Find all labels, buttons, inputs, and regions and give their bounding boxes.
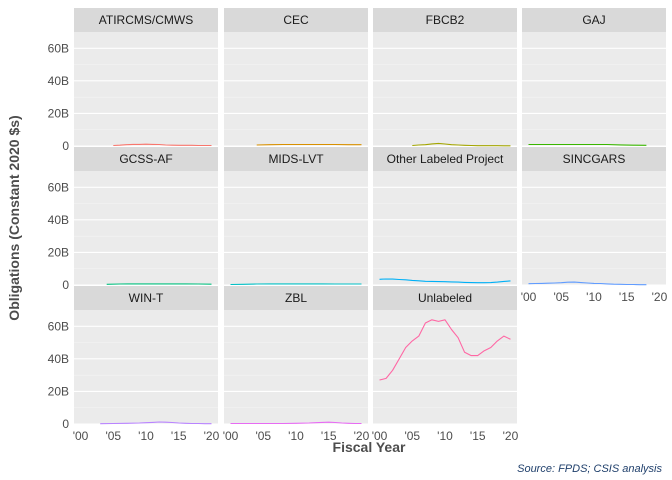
facet-panel: ZBL '00 '05 '10 '15 '20 [223,286,370,443]
series-line [230,283,362,286]
x-tick-label: '20 [354,429,370,443]
y-tick-label: 0 [62,278,69,292]
x-tick-label: '10 [437,429,453,443]
y-tick-label: 40B [48,74,69,88]
plot-panel-background [224,171,368,285]
facet-panel: GAJ [522,8,666,147]
facet-panel: CEC [224,8,368,147]
x-tick-label: '15 [171,429,187,443]
facet-panel: FBCB2 [373,8,517,147]
facet-strip [224,8,368,32]
series-line [256,143,362,146]
x-tick-label: '20 [652,290,668,304]
series-line [379,319,511,381]
y-tick-label: 0 [62,139,69,153]
plot-panel-background [224,32,368,146]
facet-strip-label: Unlabeled [418,291,472,305]
facet-panel: ATIRCMS/CMWS 0 20B 40B 60B [48,8,218,153]
facet-strip [373,286,517,310]
x-tick-label: '05 [255,429,271,443]
x-tick-label: '05 [553,290,569,304]
facet-strip [74,286,218,310]
x-tick-label: '20 [204,429,220,443]
y-tick-label: 60B [48,319,69,333]
series-line [100,421,212,425]
plot-panel-background [373,171,517,285]
x-tick-label: '00 [521,290,537,304]
facet-strip-label: GCSS-AF [119,152,172,166]
source-caption: Source: FPDS; CSIS analysis [517,463,662,475]
facet-panel: GCSS-AF 0 20B 40B 60B [48,147,218,292]
facet-strip [522,8,666,32]
x-tick-label: '05 [105,429,121,443]
plot-panel-background [522,32,666,146]
y-tick-label: 40B [48,213,69,227]
series-line [528,281,647,286]
facet-strip [74,8,218,32]
y-tick-label: 60B [48,180,69,194]
facet-strip-label: ATIRCMS/CMWS [99,13,193,27]
y-tick-label: 20B [48,106,69,120]
facet-strip-label: WIN-T [129,291,164,305]
y-tick-label: 20B [48,384,69,398]
facet-strip [373,8,517,32]
series-line [379,278,511,284]
facet-strip [373,147,517,171]
y-tick-label: 40B [48,352,69,366]
series-line [113,143,212,147]
plot-panel-background [373,32,517,146]
series-line [412,142,511,147]
facet-strip-label: MIDS-LVT [268,152,324,166]
x-tick-label: '00 [372,429,388,443]
y-tick-label: 0 [62,417,69,431]
x-tick-label: '05 [404,429,420,443]
plot-panel-background [74,310,218,424]
facet-strip [224,286,368,310]
x-axis-title: Fiscal Year [333,439,406,455]
x-tick-label: '15 [619,290,635,304]
x-tick-label: '20 [503,429,519,443]
x-tick-label: '00 [73,429,89,443]
plot-panel-background [74,32,218,146]
series-line [528,143,647,146]
facet-strip-label: GAJ [582,13,605,27]
facet-strip [74,147,218,171]
facet-strip-label: CEC [283,13,309,27]
x-tick-label: '00 [223,429,239,443]
y-tick-label: 60B [48,41,69,55]
facet-panel: Other Labeled Project [373,147,517,286]
facet-panel: WIN-T 0 20B 40B 60B '00 '05 '10 '15 '20 [48,286,220,443]
y-tick-label: 20B [48,245,69,259]
x-tick-label: '15 [470,429,486,443]
facet-panel: MIDS-LVT [224,147,368,286]
facet-strip-label: Other Labeled Project [387,152,504,166]
x-tick-label: '15 [321,429,337,443]
plot-panel-background [522,171,666,285]
plot-panel-background [74,171,218,285]
facet-strip-label: SINCGARS [563,152,626,166]
facet-strip [522,147,666,171]
plot-panel-background [373,310,517,424]
facet-strip-label: ZBL [285,291,307,305]
x-tick-label: '10 [138,429,154,443]
x-tick-label: '10 [288,429,304,443]
plot-panel-background [224,310,368,424]
facet-panel: SINCGARS '00 '05 '10 '15 '20 [521,147,668,304]
x-tick-label: '10 [586,290,602,304]
facet-panel: Unlabeled '00 '05 '10 '15 '20 [372,286,519,443]
facet-strip-label: FBCB2 [426,13,465,27]
y-axis-title: Obligations (Constant 2020 $s) [6,115,22,320]
facet-strip [224,147,368,171]
series-line [230,421,362,425]
